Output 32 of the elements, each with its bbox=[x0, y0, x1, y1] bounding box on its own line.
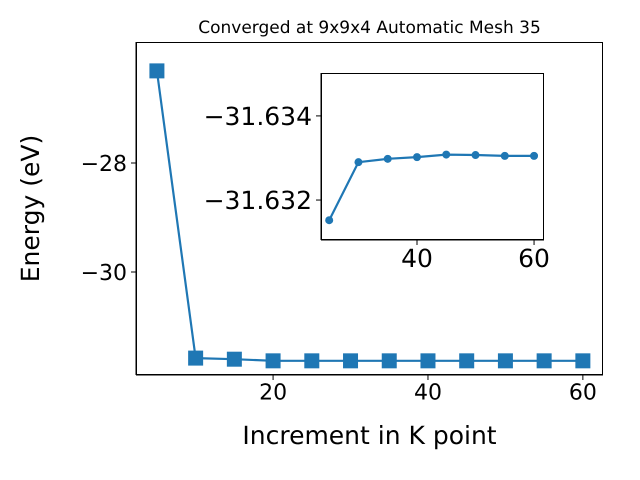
point bbox=[149, 63, 164, 78]
y-tick-label: −30 bbox=[80, 260, 127, 286]
x-tick-label: 40 bbox=[414, 380, 442, 406]
point bbox=[382, 353, 397, 368]
chart-title: Converged at 9x9x4 Automatic Mesh 35 bbox=[197, 18, 542, 38]
point bbox=[384, 154, 392, 163]
point bbox=[304, 353, 320, 368]
x-tick-label: 20 bbox=[259, 380, 288, 406]
point bbox=[420, 353, 436, 368]
point bbox=[472, 151, 480, 160]
point bbox=[188, 350, 204, 366]
point bbox=[442, 150, 450, 159]
x-tick-label: 60 bbox=[518, 244, 550, 273]
point bbox=[498, 353, 513, 368]
point bbox=[575, 353, 590, 368]
x-tick-label: 60 bbox=[568, 380, 597, 406]
point bbox=[354, 158, 362, 166]
point bbox=[226, 352, 242, 367]
point bbox=[343, 353, 358, 368]
y-axis-title: Energy (eV) bbox=[16, 134, 45, 282]
point bbox=[530, 152, 538, 160]
x-axis-title: Increment in K point bbox=[242, 421, 497, 450]
point bbox=[412, 153, 421, 162]
y-tick-label: −28 bbox=[80, 152, 127, 177]
y-tick-label: −31.632 bbox=[204, 186, 312, 215]
point bbox=[266, 353, 281, 368]
point bbox=[325, 216, 334, 224]
point bbox=[536, 353, 552, 368]
point bbox=[459, 353, 474, 368]
y-tick-label: −31.634 bbox=[204, 102, 312, 131]
x-tick-label: 40 bbox=[401, 244, 433, 273]
point bbox=[500, 152, 509, 160]
